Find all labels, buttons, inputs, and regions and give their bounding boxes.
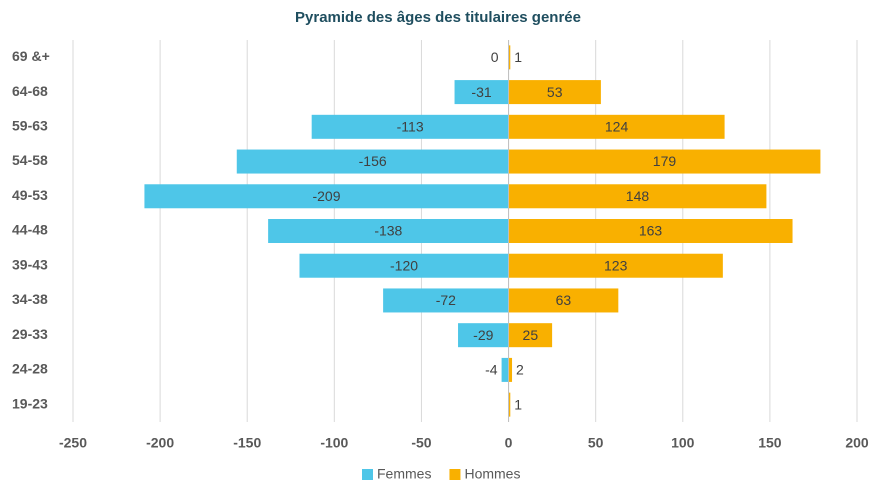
x-tick-label: 100	[671, 435, 695, 451]
data-label: 179	[653, 153, 677, 169]
x-tick-label: -150	[233, 435, 261, 451]
data-label: 1	[514, 49, 522, 65]
chart-title: Pyramide des âges des titulaires genrée	[295, 9, 581, 26]
data-label: 1	[514, 396, 522, 412]
data-label: -113	[397, 119, 424, 135]
data-label: -138	[374, 223, 402, 239]
data-label: -29	[473, 327, 493, 343]
bar	[508, 219, 793, 243]
y-tick-label: 39-43	[12, 256, 48, 272]
bar	[508, 45, 511, 70]
bar	[508, 357, 513, 382]
data-label: 163	[639, 223, 663, 239]
y-tick-label: 64-68	[12, 83, 48, 99]
legend-label: Hommes	[464, 466, 520, 482]
bar	[144, 184, 509, 209]
x-tick-label: 200	[845, 435, 869, 451]
data-label: -4	[485, 362, 498, 378]
x-tick-label: 50	[588, 435, 604, 451]
bar	[501, 357, 509, 382]
data-label: 63	[556, 292, 572, 308]
bar	[508, 149, 821, 174]
data-label: -209	[312, 188, 340, 204]
x-tick-label: 0	[505, 435, 513, 451]
y-tick-label: 54-58	[12, 152, 48, 168]
data-label: -156	[359, 153, 387, 169]
bar	[458, 323, 509, 348]
y-tick-label: 34-38	[12, 291, 48, 307]
y-tick-label: 49-53	[12, 187, 48, 203]
bar	[236, 149, 509, 174]
bar	[454, 80, 509, 105]
y-tick-label: 44-48	[12, 222, 48, 238]
data-label: 123	[604, 257, 628, 273]
bar	[508, 80, 601, 105]
data-label: 0	[491, 49, 499, 65]
data-label: -31	[471, 84, 491, 100]
x-tick-label: 150	[758, 435, 782, 451]
data-label: 2	[516, 362, 524, 378]
data-label: 148	[626, 188, 650, 204]
x-tick-label: -250	[59, 435, 87, 451]
y-tick-label: 59-63	[12, 118, 48, 134]
data-label: -120	[390, 257, 418, 273]
bar	[508, 184, 767, 209]
y-tick-label: 69 &+	[12, 48, 50, 64]
legend-swatch	[362, 469, 373, 480]
bar	[311, 114, 509, 139]
y-tick-label: 24-28	[12, 361, 48, 377]
legend-swatch	[449, 469, 461, 480]
bar	[508, 253, 723, 278]
y-tick-label: 19-23	[12, 395, 48, 411]
legend-label: Femmes	[377, 466, 431, 482]
bar	[508, 114, 725, 139]
x-tick-label: -100	[320, 435, 348, 451]
data-label: -72	[436, 292, 456, 308]
y-tick-label: 29-33	[12, 326, 48, 342]
bar	[508, 392, 511, 417]
bar	[299, 253, 509, 278]
data-label: 25	[523, 327, 539, 343]
bar	[508, 323, 553, 348]
bar	[383, 288, 509, 313]
x-tick-label: -50	[411, 435, 431, 451]
data-label: 124	[605, 119, 629, 135]
bar	[268, 219, 509, 243]
x-tick-label: -200	[146, 435, 174, 451]
bar	[508, 288, 619, 313]
data-label: 53	[547, 84, 563, 100]
